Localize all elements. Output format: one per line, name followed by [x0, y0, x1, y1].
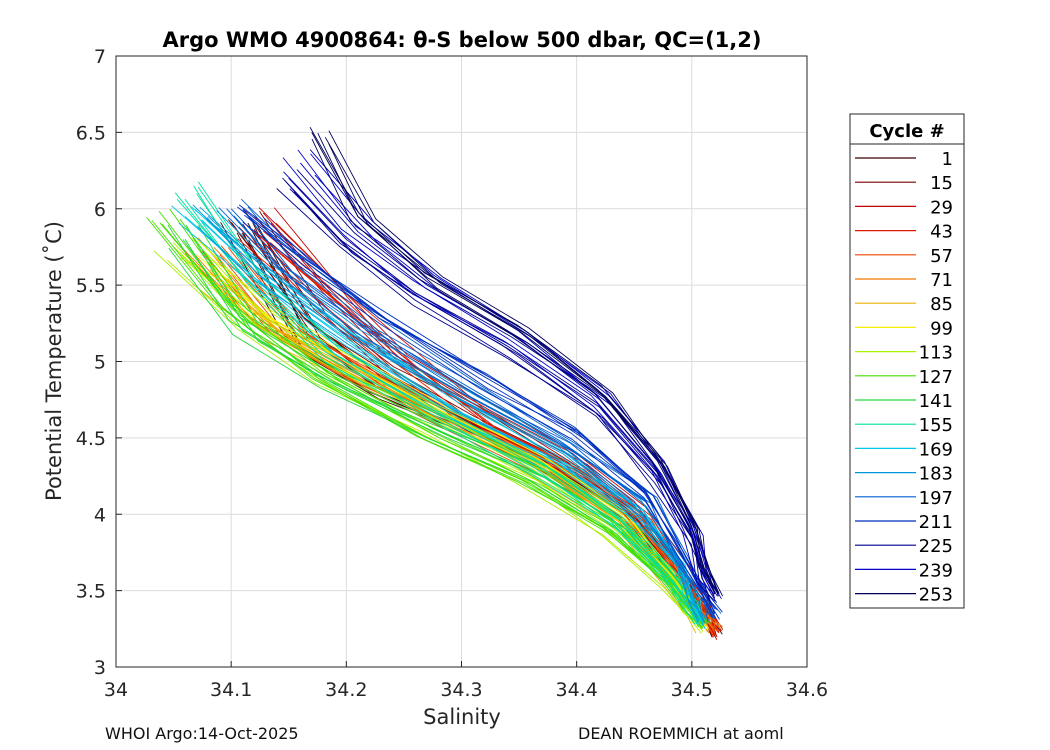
legend-item: 43 — [855, 222, 953, 243]
y-tick-label: 4 — [94, 504, 106, 526]
x-tick-label: 34.6 — [786, 679, 828, 701]
legend-item: 239 — [855, 560, 953, 581]
series-line-cycle — [174, 192, 696, 625]
legend-item: 197 — [855, 488, 953, 509]
series-line-cycle — [197, 181, 706, 621]
y-tick-label: 5.5 — [76, 275, 106, 297]
legend-label: 99 — [930, 318, 953, 339]
series-line-cycle — [192, 204, 702, 617]
x-tick-label: 34.2 — [325, 679, 367, 701]
legend-box — [849, 113, 965, 609]
series-line-cycle — [176, 199, 705, 624]
x-tick-label: 34.3 — [440, 679, 482, 701]
legend-label: 127 — [919, 367, 953, 388]
x-tick-label: 34 — [104, 679, 128, 701]
series-line-cycle — [276, 188, 716, 602]
legend-items: 1 15 29 43 57 71 85 99 113 127 141 155 169 183 197 211 2… — [855, 149, 953, 606]
footer-source: WHOI Argo:14-Oct-2025 — [105, 724, 299, 743]
series-line-cycle — [324, 137, 724, 597]
y-axis-label: Potential Temperature (˚C) — [42, 221, 66, 501]
series-line-cycle — [226, 208, 715, 619]
series-line-cycle — [184, 198, 699, 628]
legend-label: 169 — [919, 439, 953, 460]
legend-item: 155 — [855, 415, 953, 436]
legend-label: 197 — [919, 488, 953, 509]
legend-label: 211 — [919, 512, 953, 533]
series-line-155 — [196, 193, 704, 623]
legend-label: 141 — [919, 391, 953, 412]
legend-label: 85 — [930, 294, 953, 315]
series-line-cycle — [168, 247, 704, 629]
series-lines — [146, 126, 724, 641]
y-tick-label: 6 — [94, 199, 106, 221]
legend-item: 183 — [855, 464, 953, 485]
series-line-cycle — [317, 133, 718, 594]
legend-title: Cycle # — [869, 121, 944, 142]
series-line-cycle — [311, 138, 716, 593]
axes-box — [115, 55, 808, 668]
chart-title: Argo WMO 4900864: θ-S below 500 dbar, QC… — [163, 28, 762, 52]
y-tick-label: 3.5 — [76, 581, 106, 603]
legend-item: 15 — [855, 173, 953, 194]
legend-label: 155 — [919, 415, 953, 436]
series-line-cycle — [283, 171, 713, 593]
legend-label: 71 — [930, 270, 953, 291]
legend-item: 57 — [855, 246, 953, 267]
y-tick-label: 6.5 — [76, 122, 106, 144]
legend-item: 253 — [855, 585, 953, 606]
y-tick-label: 5 — [94, 352, 106, 374]
series-line-cycle — [233, 215, 711, 617]
legend-item: 29 — [855, 197, 953, 218]
y-tick-label: 3 — [94, 657, 106, 679]
x-tick-label: 34.1 — [210, 679, 252, 701]
legend-item: 211 — [855, 512, 953, 533]
legend-label: 15 — [930, 173, 953, 194]
legend-item: 169 — [855, 439, 953, 460]
legend-item: 127 — [855, 367, 953, 388]
legend-item: 141 — [855, 391, 953, 412]
y-tick-label: 7 — [94, 46, 106, 68]
series-line-cycle — [206, 219, 705, 624]
legend-label: 1 — [942, 149, 953, 170]
legend-label: 253 — [919, 585, 953, 606]
legend-item: 1 — [855, 149, 953, 170]
legend-label: 225 — [919, 536, 953, 557]
x-tick-label: 34.5 — [671, 679, 713, 701]
series-line-cycle — [201, 220, 706, 630]
series-line-cycle — [242, 221, 714, 618]
legend-label: 113 — [919, 343, 953, 364]
legend-label: 29 — [930, 197, 953, 218]
series-211 — [237, 204, 723, 620]
y-tick-label: 4.5 — [76, 428, 106, 450]
series-line-cycle — [193, 185, 701, 626]
footer-operator: DEAN ROEMMICH at aoml — [578, 724, 784, 743]
legend-label: 43 — [930, 222, 953, 243]
legend-label: 183 — [919, 464, 953, 485]
series-253 — [309, 126, 724, 597]
x-tick-label: 34.4 — [556, 679, 598, 701]
x-tick-labels: 34 34.1 34.2 34.3 34.4 34.5 34.6 — [104, 679, 828, 701]
legend: Cycle # 1 15 29 43 57 71 85 99 113 127 141 155 169 18… — [849, 113, 965, 609]
series-line-cycle — [158, 210, 701, 621]
legend-label: 239 — [919, 560, 953, 581]
series-line-cycle — [206, 217, 700, 621]
series-line-cycle — [197, 226, 699, 623]
x-axis-label: Salinity — [423, 705, 501, 729]
legend-item: 113 — [855, 343, 953, 364]
series-line-cycle — [328, 130, 720, 594]
series-line-cycle — [218, 207, 709, 622]
legend-item: 85 — [855, 294, 953, 315]
legend-label: 57 — [930, 246, 953, 267]
legend-item: 99 — [855, 318, 953, 339]
legend-item: 71 — [855, 270, 953, 291]
y-tick-labels: 3 3.5 4 4.5 5 5.5 6 6.5 7 — [76, 46, 106, 679]
legend-item: 225 — [855, 536, 953, 557]
series-line-cycle — [192, 283, 697, 634]
